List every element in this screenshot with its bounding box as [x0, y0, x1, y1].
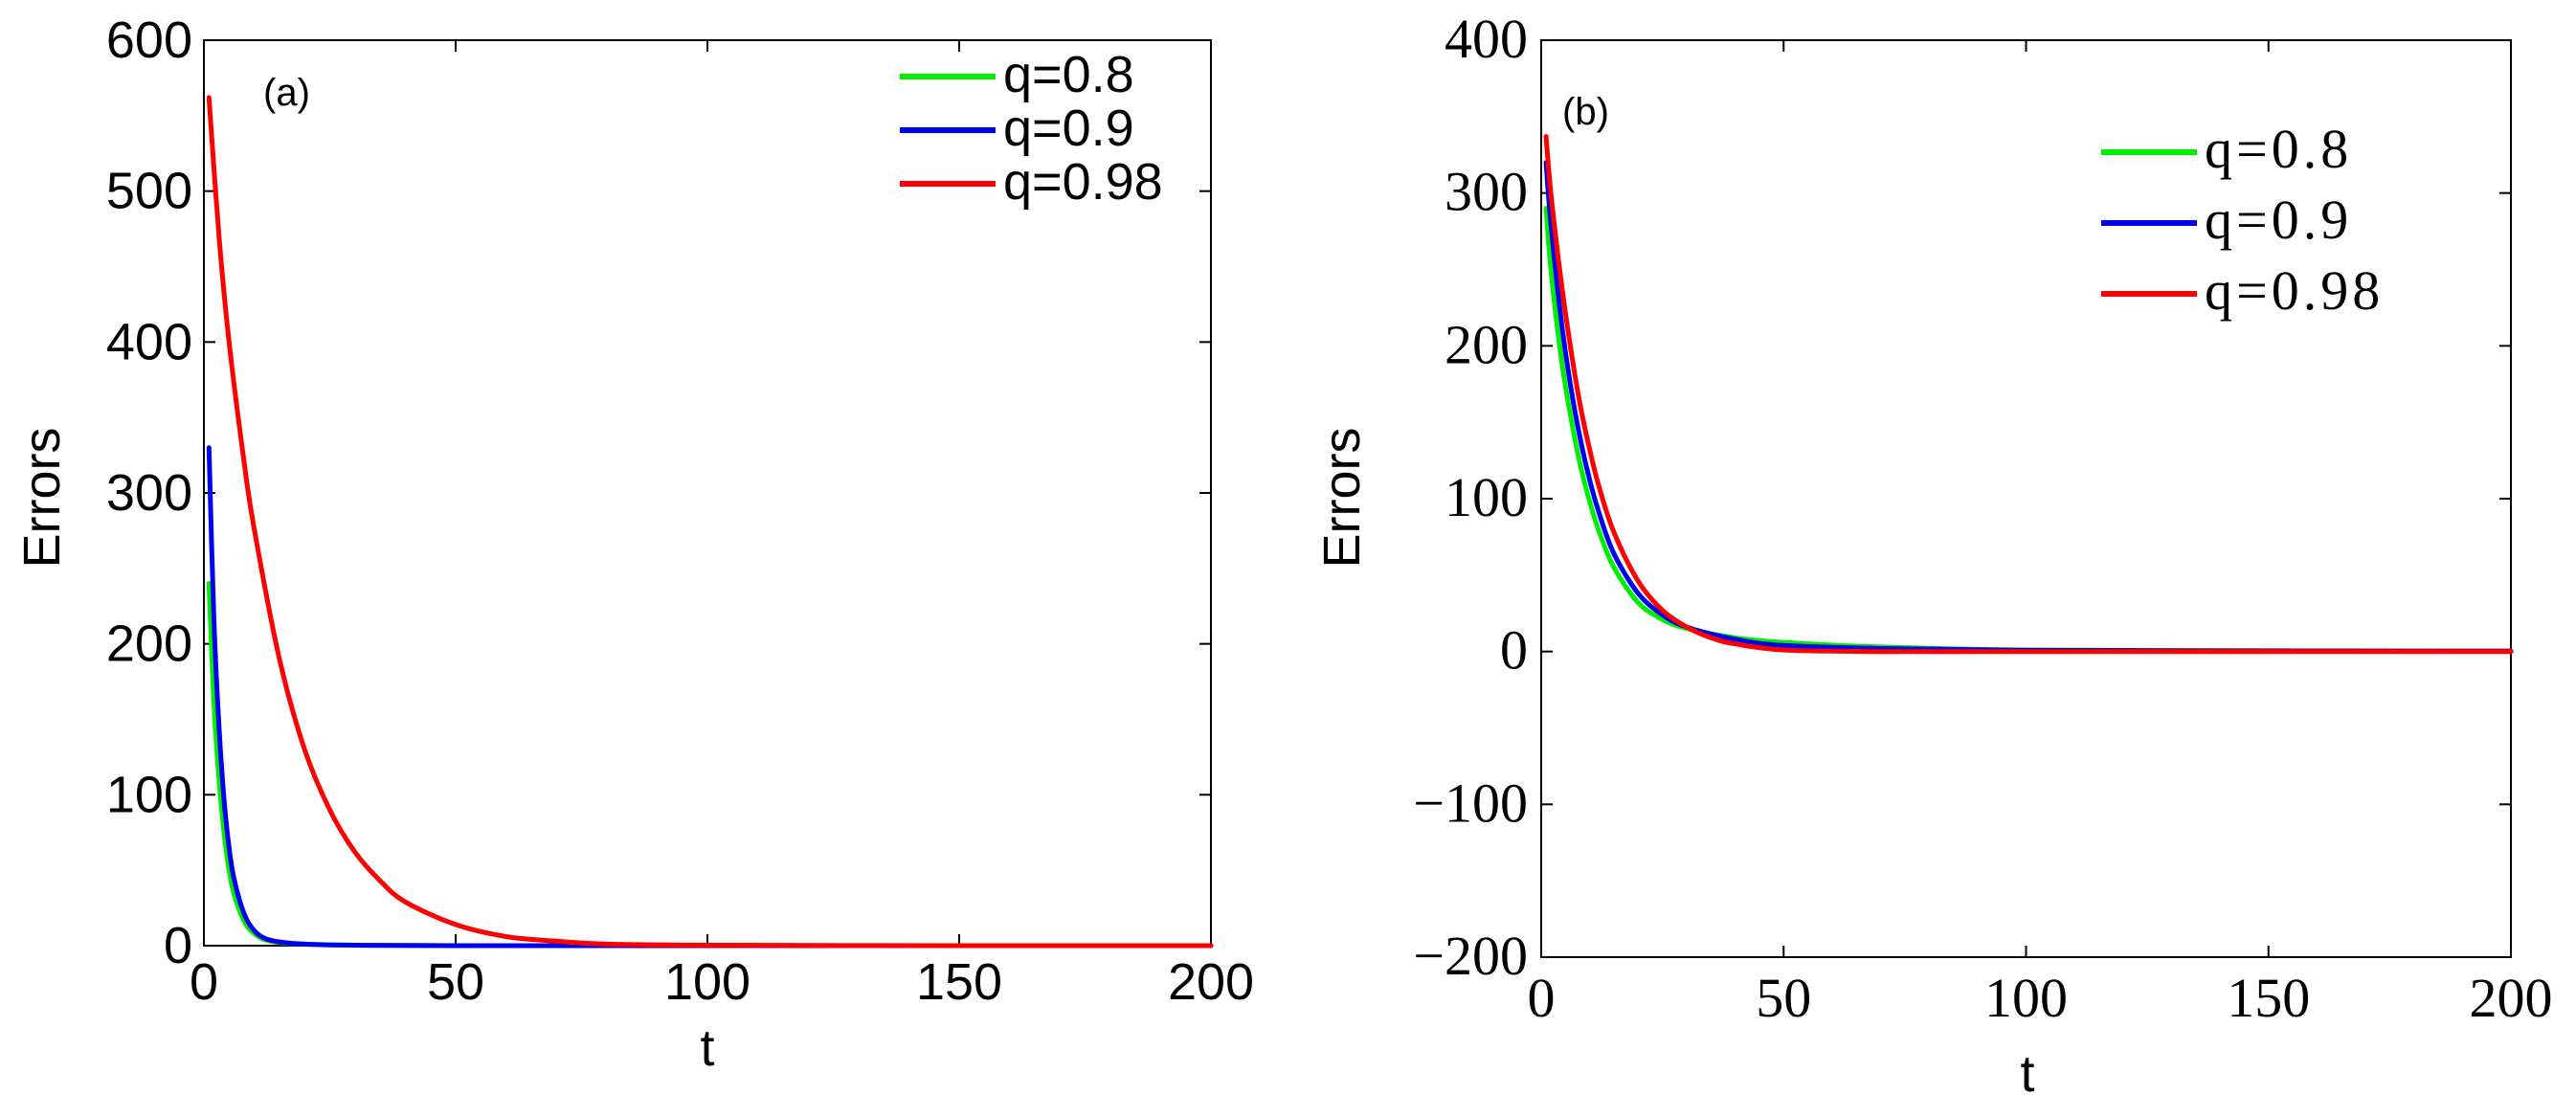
panel-label: (b): [1562, 91, 1609, 133]
chart-panel-a: Errors t (a) 0 50 100 150 200 0 100 200 300 400 50…: [13, 11, 1254, 1077]
x-tick-label: 100: [1984, 967, 2068, 1029]
chart-panel-b: Errors t (b) 0 50 100 150 200 −200 −100 0 100 200…: [1313, 8, 2553, 1103]
y-tick-label: 0: [164, 917, 192, 974]
y-tick-label: 200: [1445, 313, 1528, 375]
y-tick-label: 0: [1500, 619, 1528, 681]
series-line-q=0.8: [206, 581, 1214, 949]
x-tick-label: 50: [1756, 967, 1811, 1029]
x-tick-label: 200: [2470, 967, 2553, 1029]
panel-label: (a): [263, 72, 310, 114]
legend-label: q=0.8: [2205, 118, 2352, 180]
x-tick-label: 0: [1528, 967, 1556, 1029]
legend-label: q=0.98: [2205, 259, 2384, 322]
y-tick-label: 400: [1445, 8, 1528, 70]
y-axis-label: Errors: [13, 428, 71, 569]
legend-label: q=0.98: [1003, 153, 1163, 211]
y-tick-label: 300: [1445, 161, 1528, 223]
y-tick-label: 400: [106, 313, 192, 370]
y-tick-label: 300: [106, 464, 192, 522]
y-tick-label: 600: [106, 11, 192, 69]
x-tick-label: 50: [427, 953, 484, 1011]
plot-frame: [1540, 39, 2512, 958]
legend-label: q=0.9: [1003, 100, 1134, 157]
series-line-q=0.9: [206, 445, 1214, 949]
x-tick-label: 150: [2227, 967, 2310, 1029]
series-line-q=0.98: [206, 95, 1214, 949]
x-tick-label: 0: [190, 953, 218, 1011]
x-axis-label: t: [700, 1019, 714, 1077]
y-axis-label: Errors: [1313, 428, 1371, 569]
x-axis-label: t: [2020, 1045, 2034, 1103]
y-tick-label: −100: [1413, 771, 1528, 834]
x-tick-label: 150: [916, 953, 1002, 1011]
series-line-q=0.9: [1543, 160, 2514, 654]
x-tick-label: 100: [664, 953, 750, 1011]
series-line-q=0.98: [1543, 134, 2514, 655]
legend-label: q=0.9: [2205, 189, 2352, 251]
y-tick-label: 100: [106, 766, 192, 823]
y-tick-label: 200: [106, 615, 192, 673]
x-tick-label: 200: [1168, 953, 1254, 1011]
y-tick-label: 500: [106, 163, 192, 220]
legend-label: q=0.8: [1003, 46, 1134, 103]
y-tick-label: −200: [1413, 925, 1528, 987]
y-tick-label: 100: [1445, 466, 1528, 528]
